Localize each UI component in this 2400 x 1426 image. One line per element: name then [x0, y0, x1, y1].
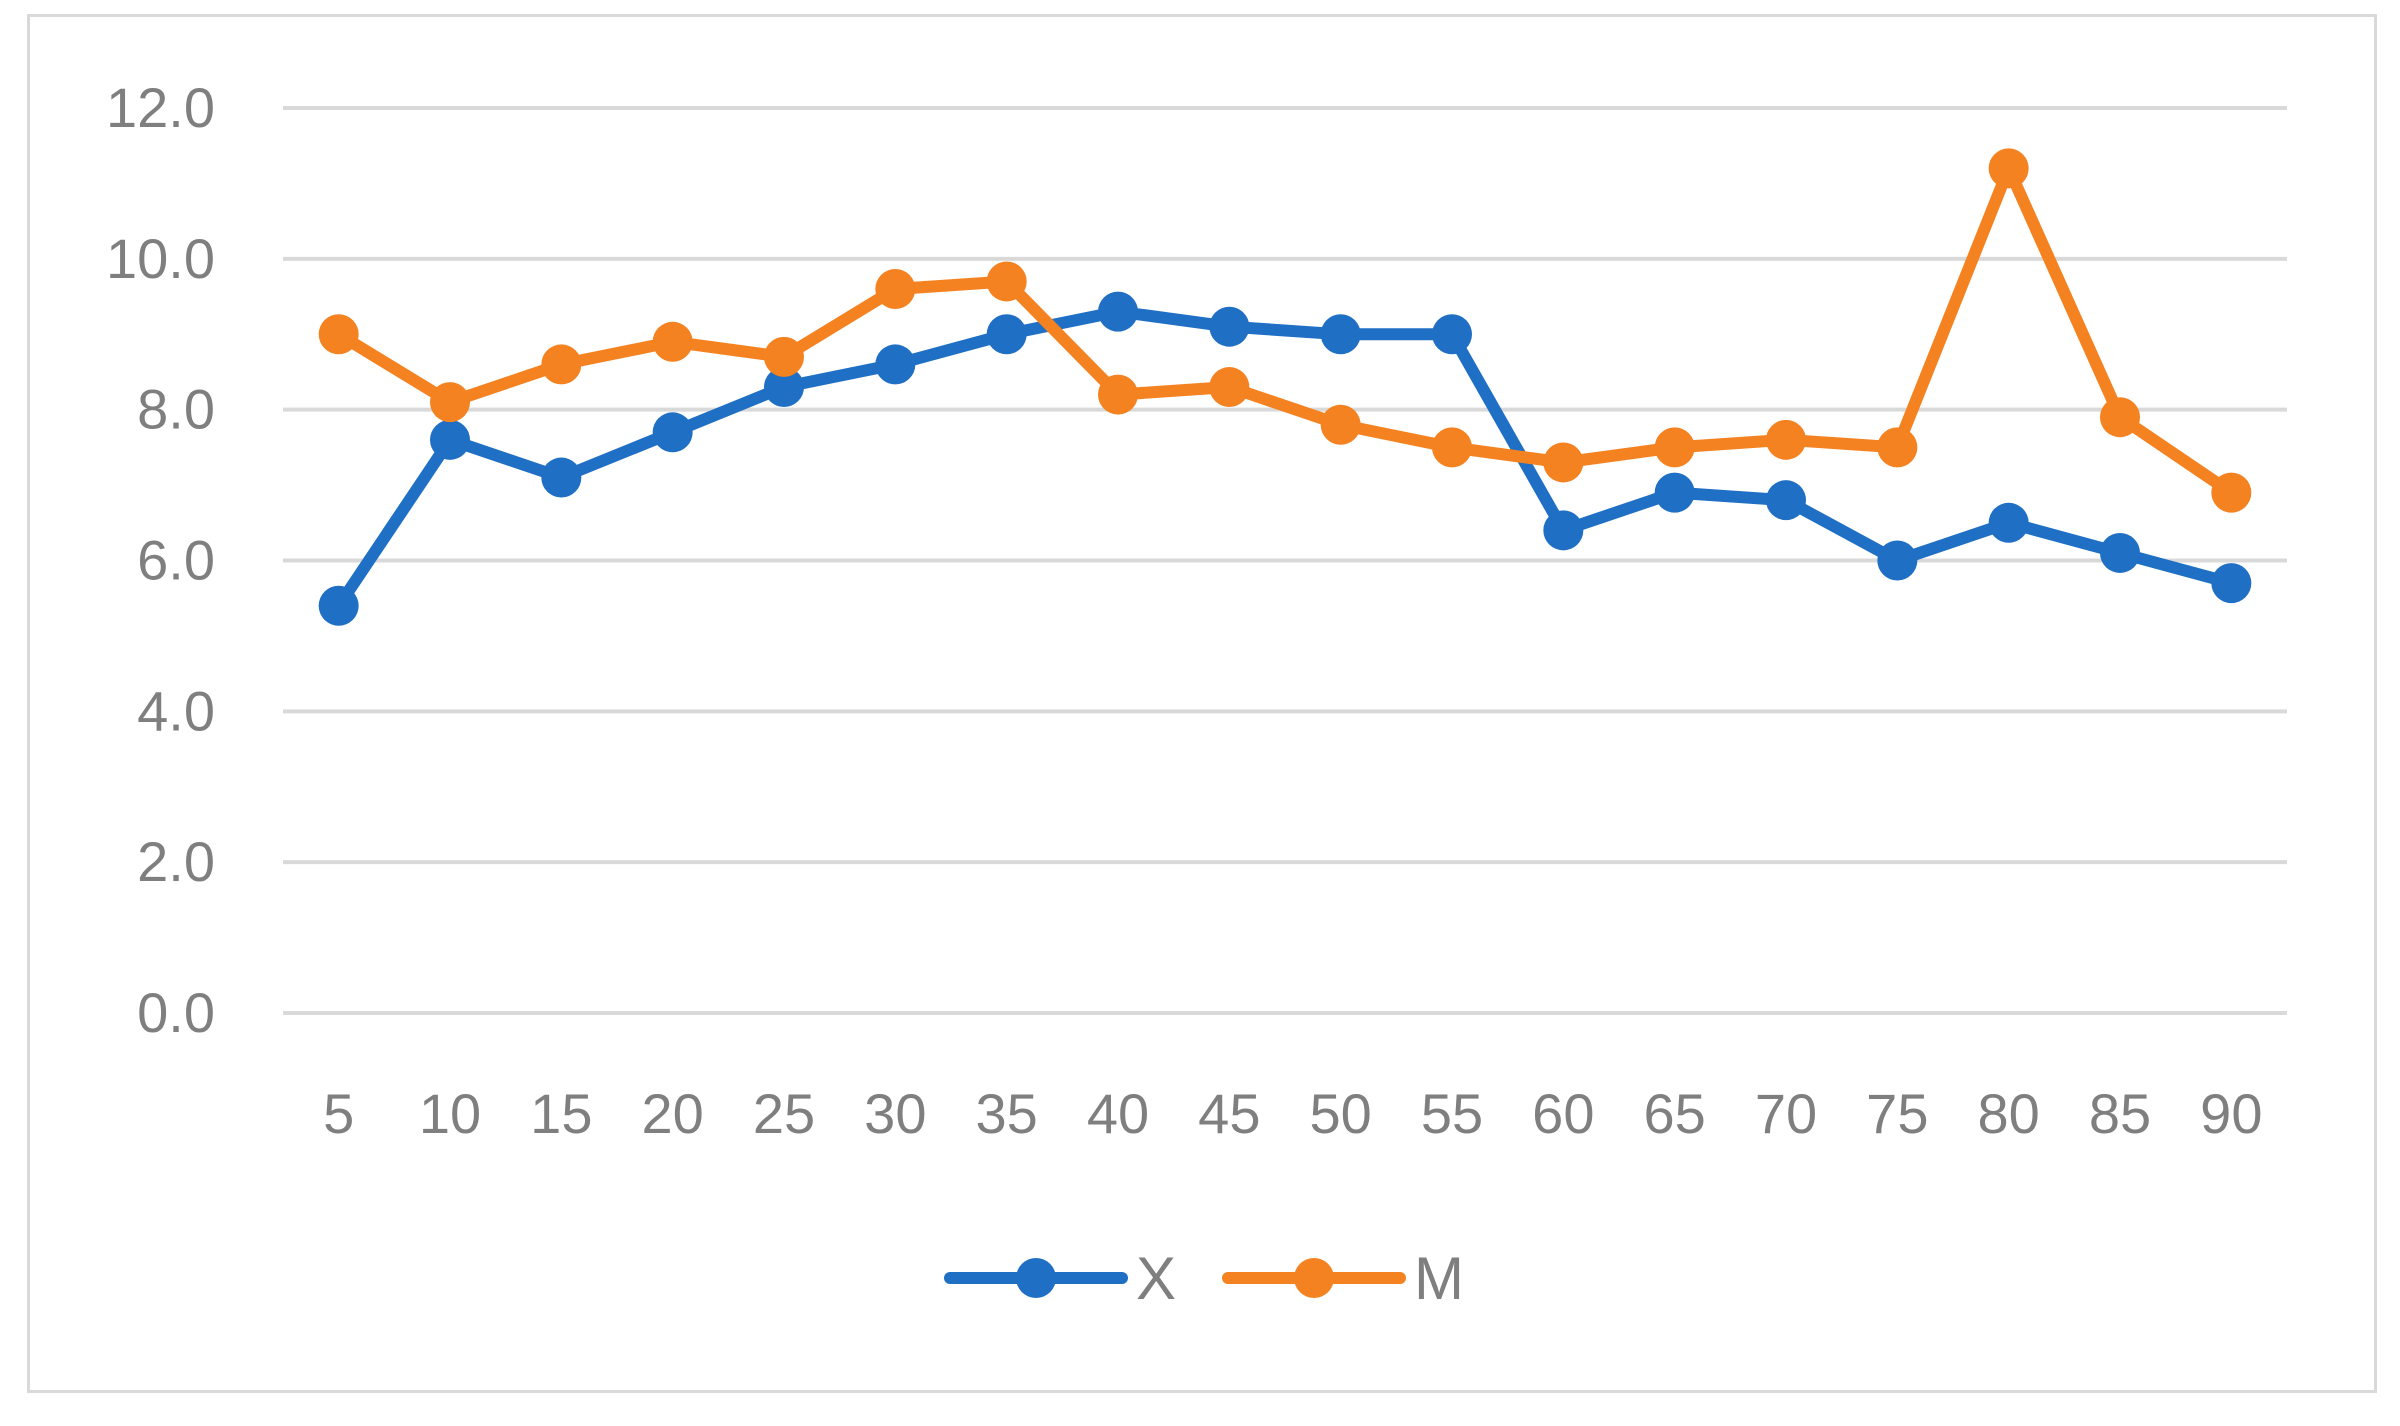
y-tick-label: 12.0: [106, 76, 215, 139]
data-point: [1209, 306, 1250, 347]
legend-label: M: [1414, 1245, 1464, 1312]
data-point: [1098, 291, 1138, 332]
legend-label: X: [1136, 1245, 1176, 1312]
data-point: [1988, 148, 2029, 189]
data-point: [2100, 397, 2140, 438]
x-tick-label: 15: [530, 1082, 592, 1145]
data-point: [764, 367, 804, 408]
x-tick-label: 50: [1310, 1082, 1372, 1145]
data-point: [541, 344, 582, 385]
y-tick-label: 6.0: [137, 529, 215, 592]
data-point: [1988, 502, 2029, 543]
data-point: [430, 419, 470, 460]
data-point: [541, 457, 582, 498]
data-point: [1432, 314, 1472, 355]
data-point: [318, 585, 359, 626]
legend-marker: [1016, 1258, 1056, 1298]
y-tick-label: 10.0: [106, 227, 215, 290]
x-tick-label: 20: [642, 1082, 704, 1145]
x-tick-label: 10: [419, 1082, 481, 1145]
data-point: [1766, 419, 1806, 460]
data-point: [1543, 442, 1584, 483]
data-point: [1877, 540, 1918, 581]
data-point: [1098, 374, 1138, 415]
y-tick-label: 8.0: [137, 378, 215, 441]
gridlines: [283, 106, 2287, 1015]
data-point: [2211, 563, 2252, 604]
x-tick-label: 40: [1087, 1082, 1149, 1145]
x-tick-label: 35: [976, 1082, 1038, 1145]
x-tick-label: 60: [1532, 1082, 1594, 1145]
x-tick-label: 25: [753, 1082, 815, 1145]
x-tick-label: 45: [1198, 1082, 1260, 1145]
data-point: [1209, 367, 1250, 408]
y-tick-label: 4.0: [137, 679, 215, 742]
data-point: [652, 412, 693, 453]
data-point: [430, 382, 470, 423]
data-point: [652, 321, 693, 362]
x-tick-label: 55: [1421, 1082, 1483, 1145]
data-point: [2211, 472, 2252, 513]
data-point: [1320, 314, 1361, 355]
x-axis-tick-labels: 5 10 15 20 25 30 35 40 45 50 55 60 65 70 75 80 85 90: [323, 1082, 2262, 1145]
data-point: [1320, 404, 1361, 445]
data-point: [986, 314, 1027, 355]
data-point: [2100, 532, 2140, 573]
data-point: [875, 269, 916, 309]
data-point: [1543, 510, 1584, 551]
data-point: [318, 314, 359, 355]
data-point: [764, 336, 804, 377]
legend-item: M: [1222, 1245, 1464, 1312]
y-tick-label: 0.0: [137, 981, 215, 1044]
x-tick-label: 5: [323, 1082, 354, 1145]
series-lines: [318, 148, 2252, 626]
chart-frame: [27, 14, 2377, 1393]
x-tick-label: 85: [2089, 1082, 2151, 1145]
data-point: [875, 344, 916, 385]
legend-item: X: [944, 1245, 1176, 1312]
data-point: [1654, 427, 1695, 468]
series-M: [318, 148, 2252, 513]
legend-marker: [1294, 1258, 1334, 1298]
data-point: [1654, 472, 1695, 513]
data-point: [986, 261, 1027, 302]
data-point: [1877, 427, 1918, 468]
x-tick-label: 75: [1866, 1082, 1928, 1145]
x-tick-label: 90: [2200, 1082, 2262, 1145]
x-tick-label: 80: [1978, 1082, 2040, 1145]
y-tick-label: 2.0: [137, 830, 215, 893]
data-point: [1432, 427, 1472, 468]
y-axis-tick-labels: 0.0 2.0 4.0 6.0 8.0 10.0 12.0: [106, 76, 215, 1044]
data-point: [1766, 480, 1806, 521]
x-tick-label: 30: [864, 1082, 926, 1145]
series-X: [318, 291, 2252, 626]
x-tick-label: 70: [1755, 1082, 1817, 1145]
x-tick-label: 65: [1644, 1082, 1706, 1145]
